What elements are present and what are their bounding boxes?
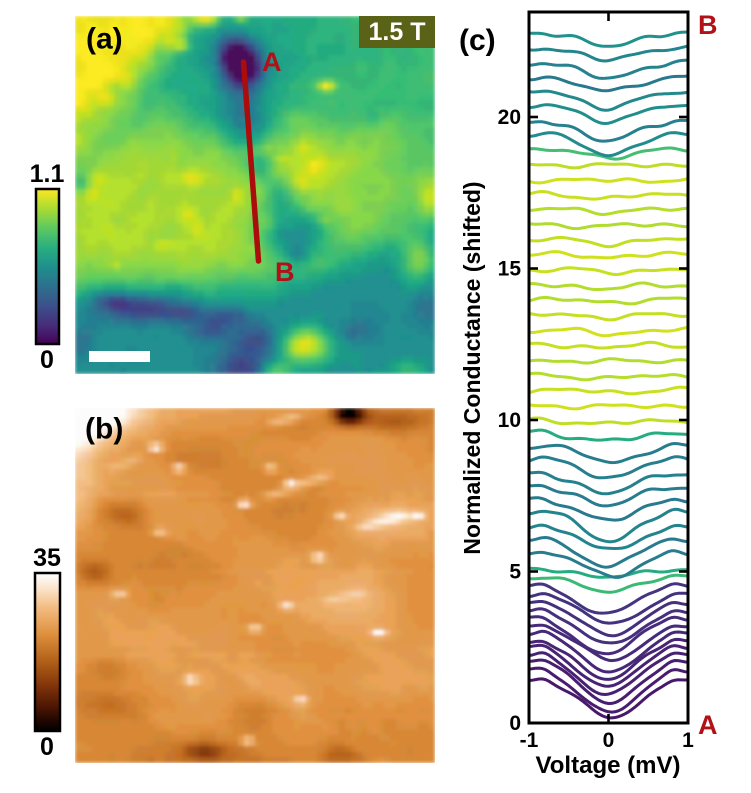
svg-text:0: 0 [603, 729, 615, 752]
svg-text:1: 1 [682, 729, 694, 752]
svg-text:1.5 T: 1.5 T [369, 18, 426, 46]
svg-text:0: 0 [509, 712, 521, 735]
svg-text:0: 0 [40, 346, 54, 374]
svg-text:(c): (c) [459, 24, 496, 57]
svg-text:B: B [698, 10, 718, 40]
svg-text:Normalized Conductance (shifte: Normalized Conductance (shifted) [459, 181, 485, 554]
svg-text:(a): (a) [86, 23, 123, 56]
svg-text:A: A [262, 47, 282, 77]
svg-text:-1: -1 [520, 729, 539, 752]
svg-text:0: 0 [40, 733, 54, 761]
svg-text:20: 20 [498, 106, 521, 129]
svg-text:A: A [698, 710, 718, 740]
svg-text:B: B [275, 257, 295, 287]
svg-text:15: 15 [498, 258, 522, 281]
svg-text:35: 35 [33, 544, 61, 572]
svg-text:10: 10 [498, 409, 521, 432]
svg-text:1.1: 1.1 [30, 160, 65, 188]
svg-text:Voltage (mV): Voltage (mV) [536, 752, 681, 779]
svg-text:(b): (b) [85, 413, 123, 446]
svg-text:5: 5 [509, 561, 521, 584]
